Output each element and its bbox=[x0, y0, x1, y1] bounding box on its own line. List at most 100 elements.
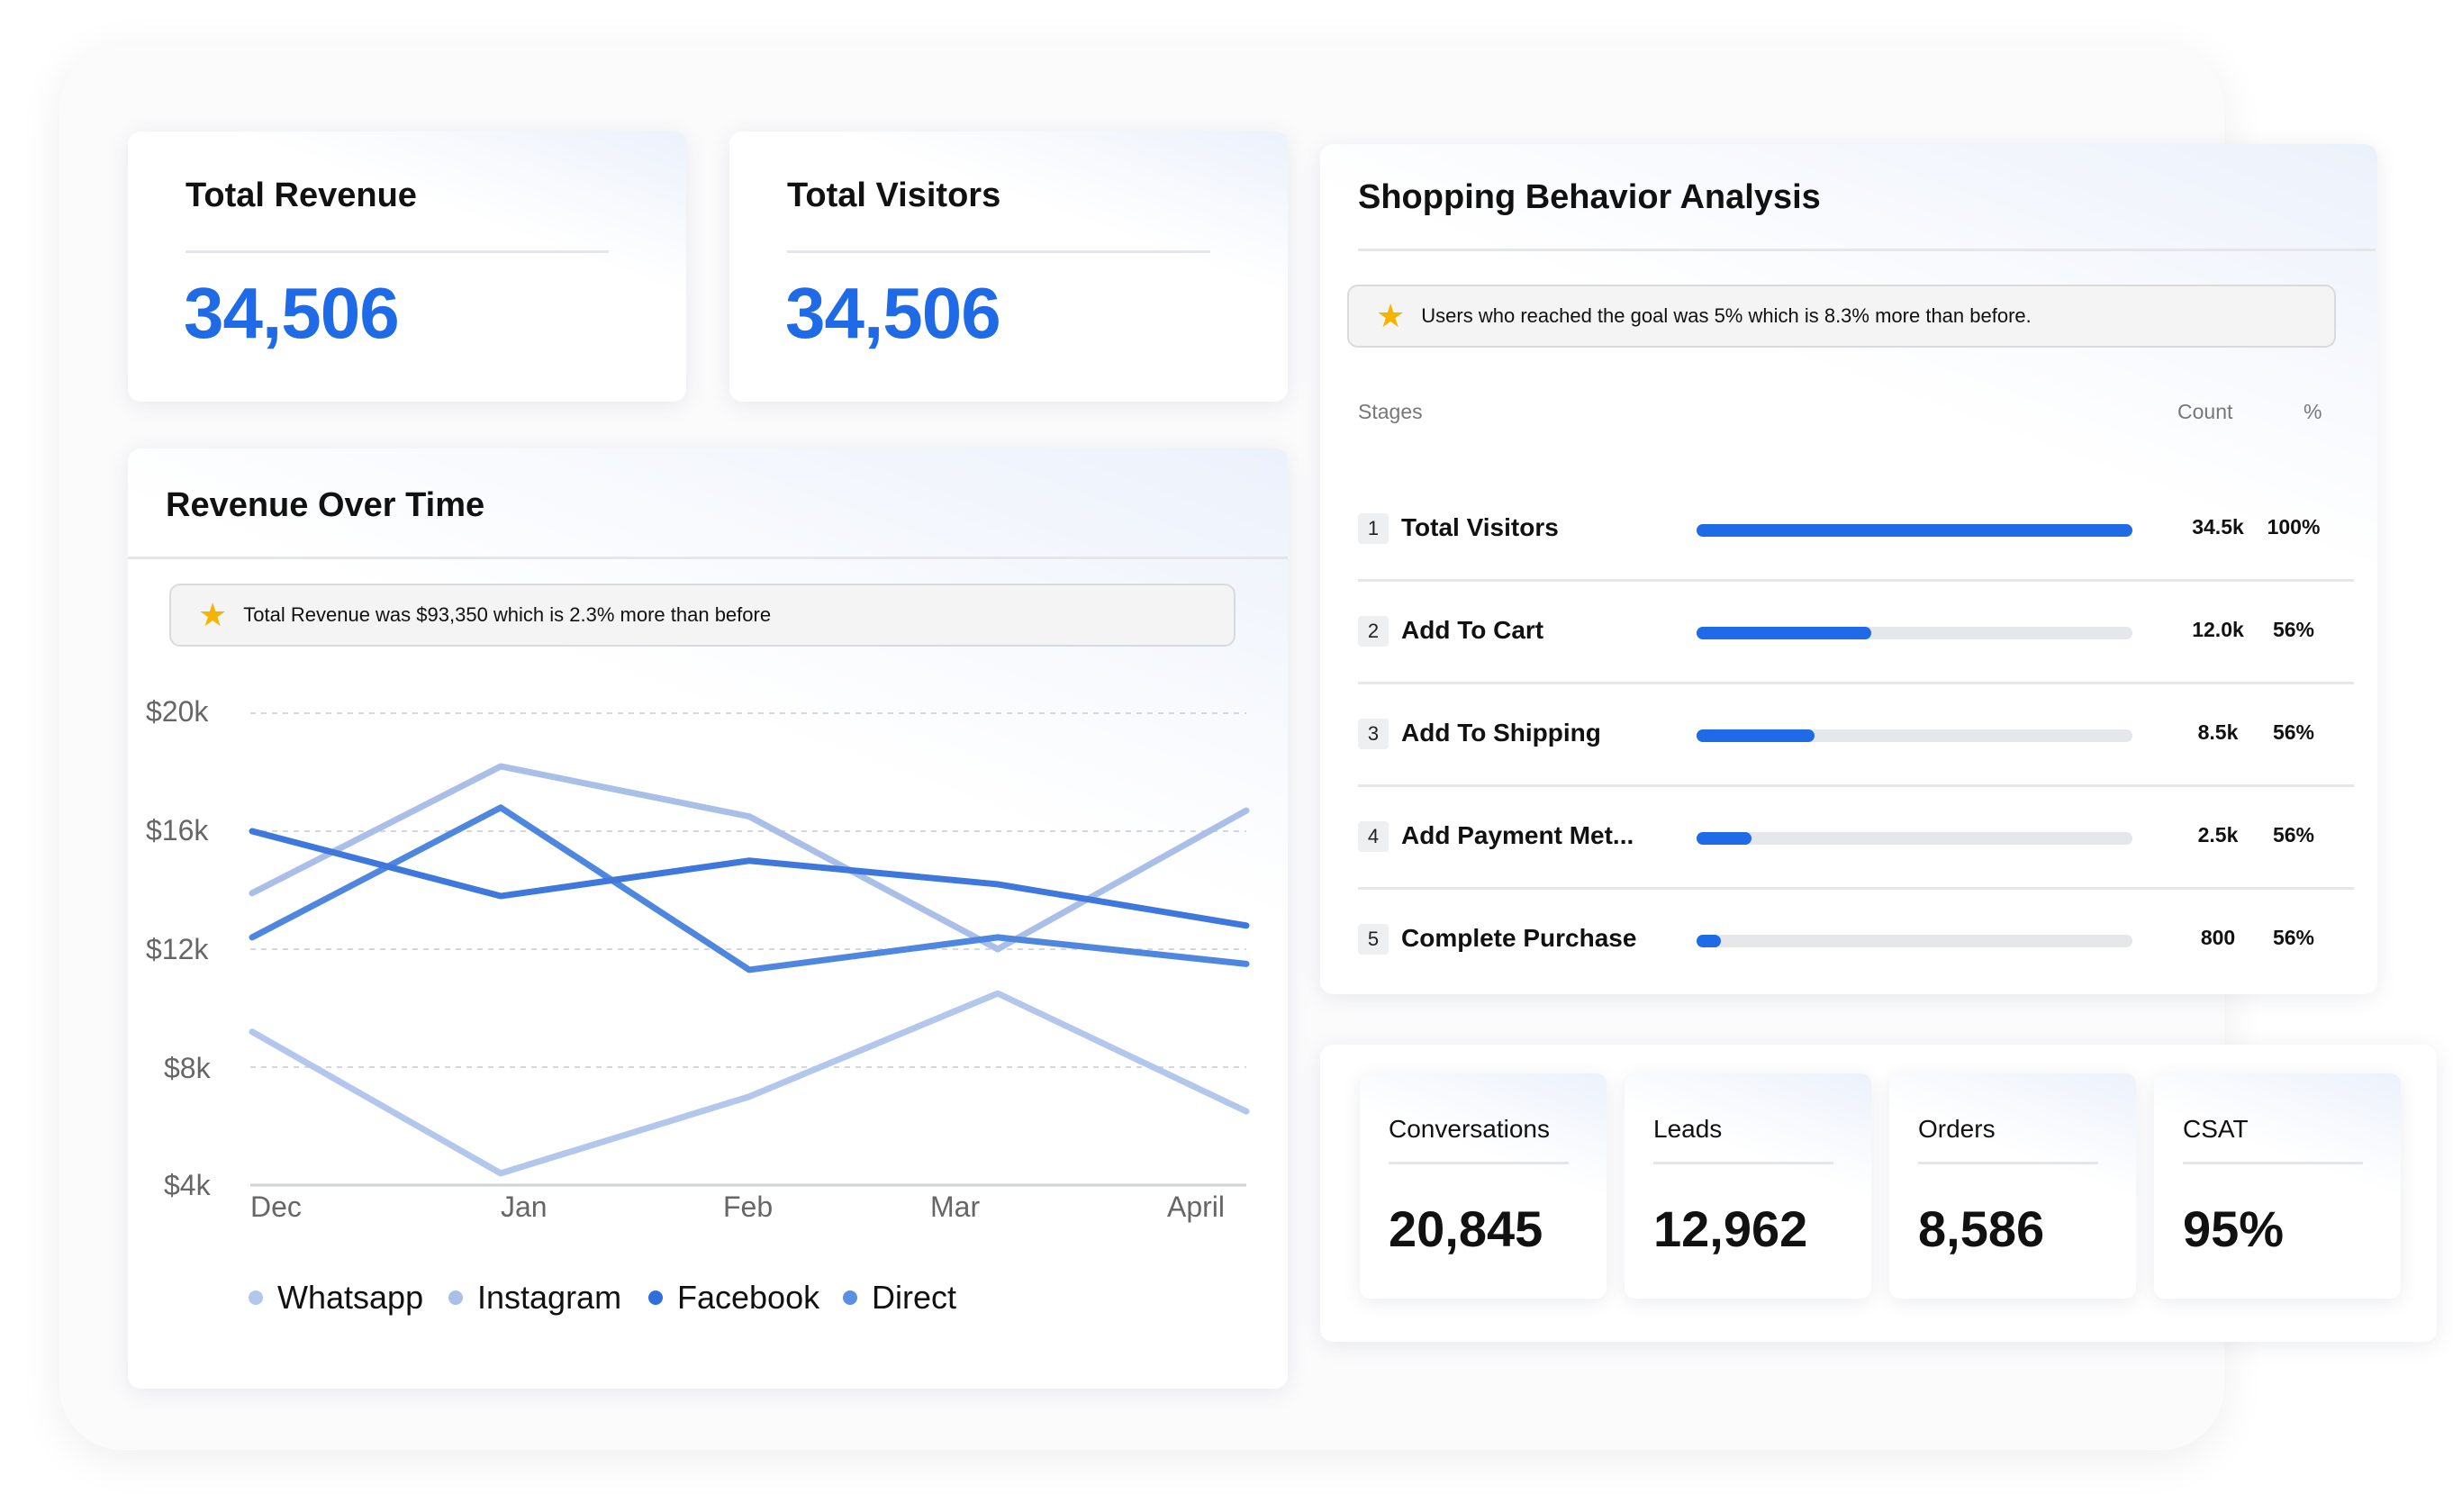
stage-percent: 100% bbox=[2267, 515, 2321, 539]
total-visitors-value: 34,506 bbox=[785, 273, 1001, 353]
stage-percent: 56% bbox=[2272, 823, 2315, 847]
row-divider bbox=[1358, 682, 2354, 684]
row-divider bbox=[1358, 887, 2354, 890]
stage-row[interactable]: 5 Complete Purchase 800 56% bbox=[1358, 892, 2354, 992]
revenue-chart-divider bbox=[128, 557, 1288, 559]
legend-label: Whatsapp bbox=[277, 1279, 424, 1316]
stage-count: 2.5k bbox=[2197, 823, 2239, 847]
legend-item-whatsapp[interactable]: Whatsapp bbox=[249, 1279, 423, 1317]
stage-percent: 56% bbox=[2272, 720, 2315, 744]
revenue-over-time-card: Revenue Over Time ★ Total Revenue was $9… bbox=[128, 448, 1288, 1389]
total-revenue-label: Total Revenue bbox=[186, 177, 417, 214]
stage-count: 12.0k bbox=[2192, 618, 2244, 641]
series-line-whatsapp bbox=[249, 990, 1250, 1177]
total-visitors-divider bbox=[787, 250, 1210, 253]
stage-label: Total Visitors bbox=[1401, 513, 1559, 541]
metric-label: Leads bbox=[1653, 1115, 1723, 1143]
y-tick-label: $4k bbox=[164, 1169, 211, 1201]
percent-column-header: % bbox=[2304, 400, 2322, 423]
stage-count: 800 bbox=[2200, 926, 2236, 949]
x-tick-label: Dec bbox=[250, 1191, 302, 1223]
row-divider bbox=[1358, 579, 2354, 582]
shopping-behavior-divider bbox=[1358, 249, 2376, 251]
metric-label: Conversations bbox=[1389, 1115, 1550, 1143]
revenue-notice-text: Total Revenue was $93,350 which is 2.3% … bbox=[243, 603, 772, 626]
metric-label: Orders bbox=[1918, 1115, 1996, 1143]
legend-dot bbox=[448, 1290, 463, 1305]
stage-percent: 56% bbox=[2272, 926, 2315, 949]
revenue-chart-title: Revenue Over Time bbox=[166, 486, 485, 524]
total-revenue-value: 34,506 bbox=[184, 273, 400, 353]
total-visitors-card: Total Visitors 34,506 bbox=[729, 131, 1288, 402]
metric-value: 20,845 bbox=[1389, 1200, 1543, 1257]
goal-notice-text: Users who reached the goal was 5% which … bbox=[1421, 304, 2032, 327]
legend-dot bbox=[843, 1290, 857, 1305]
stage-progress-bar bbox=[1697, 627, 2132, 639]
stage-number: 2 bbox=[1358, 616, 1389, 647]
metric-divider bbox=[1389, 1162, 1569, 1164]
star-icon: ★ bbox=[1376, 297, 1406, 334]
metric-value: 12,962 bbox=[1653, 1200, 1808, 1257]
orders-card: Orders 8,586 bbox=[1889, 1073, 2136, 1299]
y-tick-label: $12k bbox=[146, 933, 209, 965]
stages-column-header: Stages bbox=[1358, 400, 1423, 423]
revenue-notice: ★ Total Revenue was $93,350 which is 2.3… bbox=[169, 584, 1236, 647]
metric-value: 8,586 bbox=[1918, 1200, 2045, 1257]
goal-notice: ★ Users who reached the goal was 5% whic… bbox=[1347, 285, 2336, 348]
stage-progress-fill bbox=[1697, 935, 1721, 947]
star-icon: ★ bbox=[198, 596, 228, 633]
stage-progress-fill bbox=[1697, 832, 1751, 845]
stage-progress-bar bbox=[1697, 524, 2132, 537]
stage-progress-bar bbox=[1697, 729, 2132, 742]
series-line-facebook bbox=[249, 804, 1250, 973]
x-tick-label: April bbox=[1167, 1191, 1226, 1223]
total-revenue-card: Total Revenue 34,506 bbox=[128, 131, 686, 402]
x-tick-label: Feb bbox=[723, 1191, 774, 1223]
stage-row[interactable]: 1 Total Visitors 34.5k 100% bbox=[1358, 481, 2354, 582]
stage-count: 8.5k bbox=[2197, 720, 2239, 744]
y-tick-label: $16k bbox=[146, 814, 209, 847]
legend-label: Facebook bbox=[677, 1279, 820, 1316]
row-divider bbox=[1358, 784, 2354, 787]
metric-divider bbox=[1653, 1162, 1833, 1164]
stage-number: 4 bbox=[1358, 821, 1389, 852]
stage-progress-bar bbox=[1697, 935, 2132, 947]
stage-number: 3 bbox=[1358, 719, 1389, 749]
x-tick-label: Jan bbox=[501, 1191, 548, 1223]
csat-card: CSAT 95% bbox=[2154, 1073, 2401, 1299]
metric-label: CSAT bbox=[2183, 1115, 2249, 1143]
metric-divider bbox=[1918, 1162, 2098, 1164]
shopping-behavior-title: Shopping Behavior Analysis bbox=[1358, 178, 1821, 216]
stage-label: Complete Purchase bbox=[1401, 924, 1637, 952]
series-line-direct bbox=[249, 828, 1250, 929]
stage-count: 34.5k bbox=[2192, 515, 2244, 539]
conversations-card: Conversations 20,845 bbox=[1360, 1073, 1607, 1299]
stage-number: 5 bbox=[1358, 924, 1389, 955]
y-tick-label: $8k bbox=[164, 1052, 211, 1084]
legend-item-facebook[interactable]: Facebook bbox=[648, 1279, 819, 1317]
stage-row[interactable]: 3 Add To Shipping 8.5k 56% bbox=[1358, 686, 2354, 787]
stage-progress-fill bbox=[1697, 627, 1871, 639]
legend-dot bbox=[648, 1290, 663, 1305]
stage-progress-fill bbox=[1697, 729, 1815, 742]
total-visitors-label: Total Visitors bbox=[787, 177, 1001, 214]
legend-label: Instagram bbox=[477, 1279, 622, 1316]
count-column-header: Count bbox=[2177, 400, 2233, 423]
legend-item-instagram[interactable]: Instagram bbox=[448, 1279, 621, 1317]
legend-label: Direct bbox=[872, 1279, 957, 1316]
stage-label: Add To Shipping bbox=[1401, 719, 1601, 747]
series-line-instagram bbox=[249, 763, 1250, 953]
metric-divider bbox=[2183, 1162, 2363, 1164]
stage-percent: 56% bbox=[2272, 618, 2315, 641]
stage-label: Add To Cart bbox=[1401, 616, 1544, 644]
stage-row[interactable]: 4 Add Payment Met... 2.5k 56% bbox=[1358, 789, 2354, 890]
legend-dot bbox=[249, 1290, 263, 1305]
stage-progress-fill bbox=[1697, 524, 2132, 537]
stage-number: 1 bbox=[1358, 513, 1389, 544]
legend-item-direct[interactable]: Direct bbox=[843, 1279, 956, 1317]
metric-value: 95% bbox=[2183, 1200, 2285, 1257]
stage-row[interactable]: 2 Add To Cart 12.0k 56% bbox=[1358, 584, 2354, 684]
stage-label: Add Payment Met... bbox=[1401, 821, 1634, 849]
y-tick-label: $20k bbox=[146, 695, 209, 728]
